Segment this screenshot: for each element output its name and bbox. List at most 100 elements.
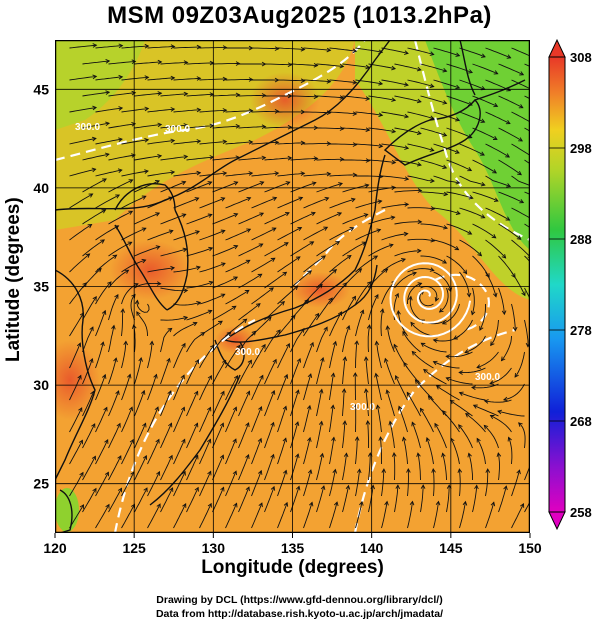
streamline bbox=[82, 358, 93, 385]
temperature-contours bbox=[55, 40, 530, 533]
streamline bbox=[82, 153, 109, 161]
streamline bbox=[419, 290, 434, 307]
streamline-arrowhead bbox=[420, 342, 426, 348]
streamline bbox=[186, 455, 199, 481]
streamline bbox=[264, 301, 285, 321]
streamline bbox=[264, 390, 275, 417]
streamline-arrowhead bbox=[170, 107, 176, 112]
streamline bbox=[251, 141, 279, 145]
streamline bbox=[251, 438, 262, 465]
streamline-arrowhead bbox=[354, 340, 360, 345]
streamline bbox=[199, 293, 225, 305]
streamline-arrowhead bbox=[434, 297, 440, 302]
streamline bbox=[251, 344, 266, 369]
streamline bbox=[130, 294, 136, 321]
streamline bbox=[199, 230, 225, 241]
streamline bbox=[393, 452, 396, 481]
streamline bbox=[368, 63, 396, 70]
streamline bbox=[277, 285, 298, 305]
streamline bbox=[69, 407, 83, 433]
coastline-korea-west bbox=[114, 224, 168, 311]
streamline-arrowhead bbox=[492, 169, 497, 174]
streamline bbox=[303, 111, 331, 114]
streamline bbox=[476, 351, 499, 369]
streamline bbox=[485, 239, 506, 259]
streamline bbox=[160, 93, 188, 97]
streamline bbox=[433, 207, 461, 215]
streamline-arrowhead bbox=[296, 357, 302, 363]
streamline-arrowhead bbox=[307, 373, 313, 379]
streamline bbox=[316, 357, 324, 385]
streamline-arrowhead bbox=[310, 211, 316, 216]
streamline-arrowhead bbox=[326, 171, 332, 177]
streamline bbox=[290, 358, 301, 385]
streamline-arrowhead bbox=[324, 196, 330, 202]
streamline bbox=[264, 329, 281, 353]
streamline bbox=[524, 95, 530, 100]
streamline-arrowhead bbox=[247, 359, 252, 365]
streamline-arrowhead bbox=[338, 182, 343, 187]
streamline bbox=[303, 502, 313, 529]
streamline bbox=[69, 44, 97, 49]
streamline bbox=[433, 143, 460, 154]
streamline bbox=[290, 212, 316, 225]
colorbar-tick-label: 288 bbox=[570, 232, 592, 247]
streamline-arrowhead bbox=[350, 197, 356, 203]
streamline-arrowhead bbox=[101, 373, 107, 379]
streamline-arrowhead bbox=[200, 331, 206, 337]
streamline-arrowhead bbox=[394, 374, 400, 380]
streamline-arrowhead bbox=[141, 195, 147, 200]
streamline-arrowhead bbox=[207, 309, 213, 314]
streamline-arrowhead bbox=[259, 374, 264, 380]
streamline-arrowhead bbox=[103, 406, 108, 412]
streamline-arrowhead bbox=[181, 213, 187, 218]
streamline bbox=[147, 406, 159, 433]
streamline bbox=[121, 439, 134, 465]
streamline-arrowhead bbox=[284, 211, 290, 217]
streamline bbox=[316, 212, 342, 225]
streamline-arrowhead bbox=[423, 368, 428, 374]
streamline-arrowhead bbox=[226, 331, 232, 337]
streamline bbox=[511, 239, 530, 258]
streamline-arrowhead bbox=[467, 134, 473, 139]
streamline bbox=[511, 79, 530, 90]
streamline-arrowhead bbox=[483, 399, 489, 404]
streamline-arrowhead bbox=[283, 242, 289, 247]
streamline bbox=[433, 175, 460, 184]
streamline bbox=[225, 110, 253, 113]
streamline bbox=[420, 95, 447, 104]
streamline-arrowhead bbox=[318, 420, 324, 426]
streamline bbox=[186, 423, 198, 449]
streamline-arrowhead bbox=[492, 135, 498, 140]
streamline-arrowhead bbox=[445, 376, 451, 382]
streamline bbox=[82, 391, 95, 417]
streamline-arrowhead bbox=[374, 372, 379, 378]
streamline-arrowhead bbox=[276, 329, 281, 335]
streamline bbox=[355, 200, 382, 209]
streamline bbox=[472, 191, 499, 202]
streamline bbox=[290, 390, 299, 417]
streamline-arrowhead bbox=[181, 180, 187, 186]
streamline-arrowhead bbox=[78, 407, 83, 412]
streamline bbox=[212, 125, 240, 129]
streamline-arrowhead bbox=[300, 171, 306, 176]
streamline bbox=[420, 255, 447, 264]
streamline-arrowhead bbox=[416, 452, 421, 458]
streamline bbox=[264, 126, 292, 129]
streamline bbox=[316, 95, 344, 99]
streamline-arrowhead bbox=[489, 380, 495, 385]
streamline bbox=[472, 159, 497, 174]
streamline bbox=[303, 197, 329, 209]
streamline-arrowhead bbox=[345, 484, 351, 490]
streamline bbox=[368, 216, 395, 225]
streamline-arrowhead bbox=[435, 500, 441, 506]
streamline-arrowhead bbox=[306, 404, 312, 410]
streamline-arrowhead bbox=[283, 501, 289, 507]
streamline-arrowhead bbox=[501, 310, 507, 316]
streamline-arrowhead bbox=[468, 69, 473, 74]
streamline bbox=[108, 92, 136, 97]
streamline-arrowhead bbox=[142, 422, 147, 428]
streamline-arrowhead bbox=[374, 340, 380, 346]
streamline-arrowhead bbox=[467, 167, 473, 172]
streamline bbox=[251, 47, 279, 50]
